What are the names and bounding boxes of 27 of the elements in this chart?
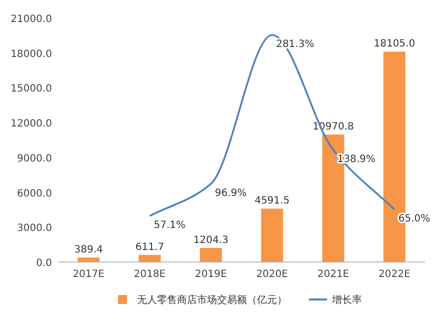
data-label: 4591.5 <box>254 196 290 207</box>
y-tick-label: 6000.0 <box>17 188 52 200</box>
x-tick-label: 2019E <box>195 269 227 280</box>
x-tick-label: 2017E <box>72 269 104 280</box>
y-tick-label: 0.0 <box>36 258 52 269</box>
y-tick-label: 15000.0 <box>10 84 52 95</box>
legend-label: 增长率 <box>331 294 362 306</box>
data-label: 611.7 <box>135 242 164 253</box>
bar <box>138 254 161 262</box>
data-label: 1204.3 <box>193 235 228 246</box>
y-tick-label: 9000.0 <box>17 153 52 164</box>
bar <box>261 208 284 262</box>
data-label: 389.4 <box>74 244 103 256</box>
y-tick-label: 18000.0 <box>10 48 52 60</box>
bar <box>78 257 100 262</box>
y-tick-label: 21000.0 <box>10 14 52 25</box>
bar <box>200 248 222 262</box>
legend-label: 无人零售商店市场交易额（亿元） <box>137 294 287 306</box>
data-label: 57.1% <box>154 220 186 231</box>
y-tick-label: 12000.0 <box>10 118 52 130</box>
x-tick-label: 2022E <box>378 269 410 280</box>
data-label: 96.9% <box>214 188 247 199</box>
x-tick-label: 2018E <box>134 269 166 280</box>
y-tick-label: 3000.0 <box>17 223 52 234</box>
x-tick-label: 2021E <box>317 269 350 280</box>
data-label: 18105.0 <box>374 38 416 50</box>
x-tick-label: 2020E <box>256 269 288 280</box>
